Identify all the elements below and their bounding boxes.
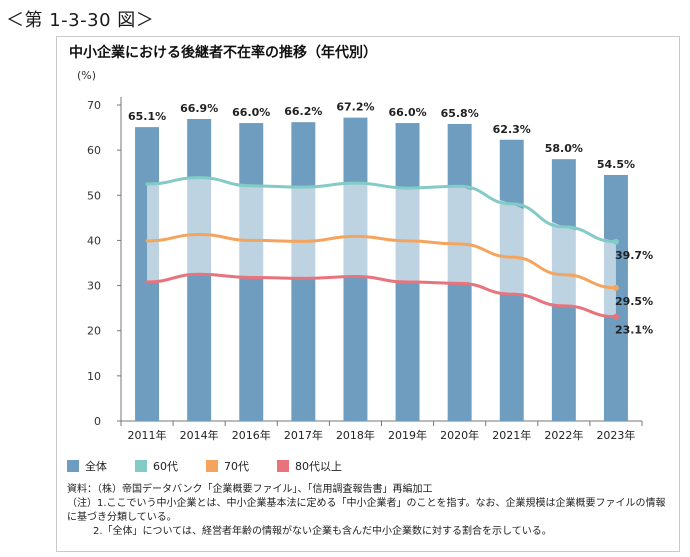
line-60代	[145, 176, 618, 244]
x-tick-label: 2022年	[544, 428, 583, 442]
chart-notes: 資料：（株）帝国データバンク「企業概要ファイル」、「信用調査報告書」再編加工 （…	[67, 483, 667, 539]
y-tick-label: 20	[87, 325, 101, 338]
y-tick-label: 10	[87, 370, 101, 383]
bar-value-label: 66.0%	[388, 106, 426, 119]
legend-label: 全体	[85, 460, 107, 473]
legend-swatch	[277, 460, 289, 472]
y-tick-label: 70	[87, 99, 101, 112]
y-tick-label: 50	[87, 189, 101, 202]
end-label-60代: 39.7%	[615, 249, 653, 262]
line-80代以上	[145, 272, 618, 319]
legend-label: 60代	[153, 460, 178, 473]
x-tick-label: 2017年	[284, 428, 323, 442]
x-tick-label: 2021年	[492, 428, 531, 442]
note-1: （注）1.ここでいう中小企業とは、中小企業基本法に定める「中小企業者」のことを指…	[67, 498, 666, 523]
legend-entry-全体: 全体	[67, 458, 107, 474]
y-tick-label: 60	[87, 144, 101, 157]
end-label-70代: 29.5%	[615, 295, 653, 308]
chart-legend: 全体 60代 70代 80代以上	[67, 458, 342, 474]
chart-title: 中小企業における後継者不在率の推移（年代別）	[69, 45, 377, 61]
x-tick-label: 2020年	[440, 428, 479, 442]
chart-panel: 中小企業における後継者不在率の推移（年代別） (%) 0 10 20 30 40 50 60…	[56, 36, 680, 552]
legend-entry-60代: 60代	[135, 458, 178, 474]
bar-value-label: 66.0%	[232, 106, 270, 119]
bar-value-label: 65.1%	[128, 110, 166, 123]
chart-plot: 0 10 20 30 40 50 60 70 39.7% 29.5% 23.1% 65.1% 66.9%…	[87, 97, 653, 442]
legend-label: 70代	[224, 460, 249, 473]
bar-value-label: 65.8%	[441, 107, 479, 120]
legend-swatch	[206, 460, 218, 472]
line-70代	[145, 233, 618, 290]
y-tick-label: 30	[87, 280, 101, 293]
bar-value-label: 62.3%	[493, 123, 531, 136]
end-point-80代以上	[612, 313, 619, 320]
legend-entry-80代以上: 80代以上	[277, 458, 342, 474]
legend-swatch	[67, 460, 79, 472]
end-label-80代以上: 23.1%	[615, 324, 653, 337]
bar-value-label: 66.2%	[284, 105, 322, 118]
legend-swatch	[135, 460, 147, 472]
legend-label: 80代以上	[295, 460, 342, 473]
x-tick-label: 2019年	[388, 428, 427, 442]
y-axis-unit: (%)	[77, 69, 97, 82]
y-tick-label: 40	[87, 234, 101, 247]
x-tick-label: 2016年	[232, 428, 271, 442]
bar-value-label: 58.0%	[545, 142, 583, 155]
note-source: 資料：（株）帝国データバンク「企業概要ファイル」、「信用調査報告書」再編加工	[67, 484, 433, 495]
figure-number: ＜第 1-3-30 図＞	[6, 10, 155, 31]
legend-entry-70代: 70代	[206, 458, 249, 474]
x-tick-label: 2011年	[128, 428, 167, 442]
note-2: 2.「全体」については、経営者年齢の情報がない企業も含んだ中小企業数に対する割合…	[93, 526, 552, 537]
bar-value-label: 54.5%	[597, 158, 635, 171]
y-tick-label: 0	[94, 415, 101, 428]
x-tick-label: 2018年	[336, 428, 375, 442]
x-tick-label: 2023年	[596, 428, 635, 442]
x-tick-label: 2014年	[180, 428, 219, 442]
bar-value-label: 67.2%	[336, 101, 374, 114]
end-point-60代	[612, 238, 619, 245]
end-point-70代	[612, 284, 619, 291]
bar-value-label: 66.9%	[180, 102, 218, 115]
band-60代-70代	[147, 177, 616, 288]
